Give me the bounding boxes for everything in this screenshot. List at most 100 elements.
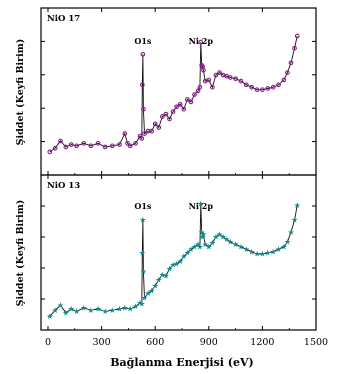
data-point-top (174, 104, 179, 110)
data-point-bottom: ★ (102, 307, 109, 316)
peak-label: O1s (134, 36, 152, 46)
data-point-bottom: ★ (87, 306, 94, 315)
data-point-top (217, 70, 222, 75)
data-point-bottom: ★ (139, 249, 146, 258)
data-point-bottom: ★ (200, 230, 207, 239)
x-tick-label: 300 (93, 337, 111, 348)
data-point-top (95, 141, 101, 146)
series-top (47, 33, 300, 155)
data-point-bottom: ★ (68, 305, 75, 314)
panel-label-bottom: NiO 13 (47, 181, 80, 191)
data-point-top (265, 86, 271, 91)
data-point-top (58, 138, 63, 144)
data-point-bottom: ★ (196, 242, 203, 251)
data-point-bottom: ★ (138, 300, 145, 309)
data-point-top (243, 82, 249, 88)
data-point-top (122, 131, 128, 136)
plot-frame-top (40, 7, 317, 176)
data-point-bottom: ★ (223, 235, 230, 244)
data-point-top (152, 121, 158, 127)
data-point-bottom: ★ (132, 302, 139, 311)
annotations-bottom: O1s Ni 2p (134, 201, 213, 211)
data-point-bottom: ★ (155, 275, 162, 284)
data-point-bottom: ★ (194, 240, 201, 249)
data-point-bottom: ★ (159, 270, 166, 279)
data-point-bottom: ★ (144, 289, 151, 298)
data-point-bottom: ★ (152, 281, 159, 290)
data-point-top (233, 76, 238, 82)
data-point-top (270, 84, 276, 90)
data-point-top (181, 106, 187, 112)
data-point-bottom: ★ (139, 216, 146, 225)
data-point-bottom: ★ (287, 228, 294, 237)
x-tick-label: 1200 (250, 337, 274, 348)
panel-top: NiO 17 O1s Ni 2p (40, 7, 317, 176)
data-point-top (201, 67, 206, 73)
data-point-bottom: ★ (232, 240, 239, 249)
data-point-top (68, 142, 74, 147)
data-point-bottom: ★ (227, 238, 234, 247)
data-point-top (167, 116, 172, 122)
data-point-bottom: ★ (191, 242, 198, 251)
data-point-top (47, 149, 53, 155)
data-point-top (133, 141, 138, 146)
data-point-bottom: ★ (173, 259, 180, 268)
data-point-top (254, 87, 260, 93)
data-point-bottom: ★ (253, 250, 260, 259)
data-point-top (227, 75, 233, 80)
data-point-top (213, 72, 219, 78)
data-point-top (125, 141, 130, 146)
data-point-top (198, 39, 204, 45)
data-point-top (195, 88, 201, 94)
data-point-bottom: ★ (57, 301, 64, 310)
data-point-bottom: ★ (280, 242, 287, 251)
peak-label: Ni 2p (189, 201, 214, 211)
y-axis-label-bottom: Şiddet (Keyfi Birim) (15, 200, 26, 307)
data-point-top (102, 144, 108, 150)
data-point-top (149, 128, 154, 134)
panel-label-top: NiO 17 (47, 14, 80, 24)
data-point-bottom: ★ (177, 257, 184, 266)
data-point-top (294, 33, 300, 39)
data-point-bottom: ★ (148, 286, 155, 295)
data-point-bottom: ★ (198, 228, 205, 237)
data-point-bottom: ★ (212, 233, 219, 242)
data-point-top (276, 82, 281, 88)
data-point-top (281, 77, 287, 83)
data-point-bottom: ★ (116, 305, 123, 314)
data-point-top (170, 109, 176, 114)
data-point-top (74, 143, 79, 149)
data-point-top (197, 84, 203, 90)
data-point-top (140, 51, 146, 57)
x-tick-label: 0 (45, 337, 51, 348)
data-point-bottom: ★ (284, 238, 291, 247)
data-point-bottom: ★ (62, 308, 69, 317)
data-point-top (292, 45, 297, 51)
panel-bottom: NiO 13 ★★★★★★ ★ ★ ★ ★ ★ ★★★★★★★★★★★★★★★★★★★★★★… (40, 174, 317, 331)
data-point-bottom: ★ (180, 252, 187, 261)
data-point-top (52, 145, 58, 151)
data-point-bottom: ★ (166, 264, 173, 273)
data-point-top (63, 144, 69, 150)
data-point-bottom: ★ (264, 249, 271, 258)
data-point-top (159, 114, 165, 119)
data-point-bottom: ★ (275, 245, 282, 254)
data-point-bottom: ★ (136, 299, 143, 308)
data-point-bottom: ★ (46, 312, 53, 321)
data-point-bottom: ★ (127, 305, 134, 314)
series-bottom: ★★★★★★ ★ ★ ★ ★ ★ ★★★★★★★★★★★★★★★★★★★★★★★★★★★★★… (46, 200, 301, 321)
data-point-top (139, 82, 145, 88)
data-point-top (156, 125, 162, 130)
data-point-top (127, 143, 133, 149)
data-point-bottom: ★ (80, 303, 87, 312)
data-point-bottom: ★ (259, 250, 266, 259)
data-point-top (285, 70, 290, 75)
data-point-bottom: ★ (121, 303, 128, 312)
data-point-bottom: ★ (184, 249, 191, 258)
data-point-top (206, 77, 212, 83)
series-line-bottom (49, 204, 298, 317)
plot-frame-bottom (40, 174, 317, 331)
data-point-top (210, 84, 215, 90)
data-point-bottom: ★ (187, 245, 194, 254)
